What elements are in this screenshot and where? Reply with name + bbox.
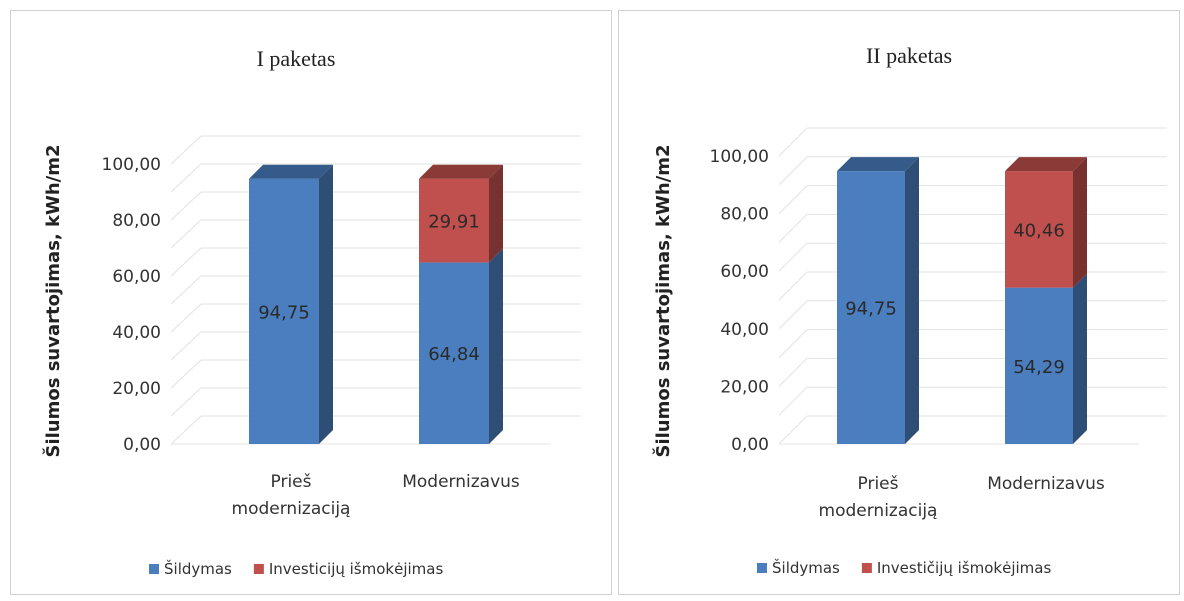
- gridline-side: [778, 242, 808, 272]
- gridline-side: [778, 329, 808, 358]
- chart-title: II paketas: [866, 43, 952, 68]
- y-tick-label: 60,00: [720, 262, 769, 282]
- chart-1-svg: I paketas Šilumos suvartojimas, kWh/m2 0,0…: [42, 46, 581, 578]
- x-category-label: Prieš modernizaciją: [232, 472, 351, 519]
- chart-title: I paketas: [257, 46, 336, 71]
- gridline-side: [778, 214, 808, 243]
- bar-front: [419, 178, 489, 263]
- legend-label: Investičijų išmokėjimas: [877, 559, 1052, 577]
- gridline-side: [778, 300, 808, 330]
- gridline-side: [170, 415, 202, 445]
- legend-swatch: [253, 564, 264, 574]
- y-tick-label: 40,00: [112, 323, 161, 343]
- gridline-side: [170, 163, 202, 193]
- gridline-side: [170, 359, 202, 389]
- bar-side: [489, 164, 503, 263]
- data-label: 54,29: [1013, 357, 1065, 378]
- bar-2-investiciju: [419, 164, 503, 263]
- bar-front: [1005, 171, 1073, 288]
- bar-front: [837, 171, 905, 444]
- legend: Šildymas Investičijų išmokėjimas: [757, 558, 1051, 577]
- chart-2-svg: II paketas Šilumos suvartojimas, kWh/m2 0,…: [652, 43, 1167, 577]
- x-category-label: Modernizavus: [402, 472, 520, 492]
- y-tick-label: 100,00: [710, 147, 769, 167]
- x-category-label: Modernizavus: [987, 474, 1105, 494]
- data-label: 94,75: [845, 299, 897, 320]
- y-tick-label: 0,00: [731, 435, 769, 455]
- gridline-side: [170, 135, 202, 165]
- gridlines: [170, 135, 581, 445]
- data-label: 64,84: [428, 344, 480, 365]
- gridline-side: [778, 156, 808, 186]
- bar-2-sildymas: [1005, 273, 1087, 444]
- bar-1-sildymas: [249, 164, 333, 444]
- bar-2-sildymas: [419, 248, 503, 444]
- y-tick-label: 80,00: [720, 205, 769, 225]
- y-tick-label: 0,00: [123, 435, 161, 455]
- y-axis-label: Šilumos suvartojimas, kWh/m2: [652, 144, 674, 457]
- y-axis-label: Šilumos suvartojimas, kWh/m2: [42, 144, 64, 457]
- x-category-label: Prieš modernizaciją: [819, 474, 938, 521]
- y-tick-label: 100,00: [102, 155, 161, 175]
- y-tick-label: 20,00: [112, 379, 161, 399]
- gridline-side: [778, 358, 808, 387]
- bar-side: [1073, 273, 1087, 444]
- bar-top: [837, 157, 919, 172]
- gridline-side: [170, 219, 202, 249]
- bar-side: [489, 248, 503, 444]
- data-label: 29,91: [428, 212, 480, 233]
- y-tick-label: 40,00: [720, 320, 769, 340]
- gridline-side: [170, 387, 202, 417]
- legend: Šildymas Investicijų išmokėjimas: [149, 559, 443, 578]
- data-label: 40,46: [1013, 220, 1065, 241]
- bar-top: [1005, 157, 1087, 172]
- data-label: 94,75: [258, 302, 310, 323]
- gridline-side: [778, 127, 808, 157]
- gridline-side: [778, 415, 808, 445]
- chart-panel-2: II paketas Šilumos suvartojimas, kWh/m2 0,…: [618, 10, 1180, 595]
- bar-1-sildymas: [837, 157, 919, 444]
- legend-swatch: [757, 563, 767, 573]
- bar-front: [1005, 287, 1073, 444]
- y-tick-label: 80,00: [112, 211, 161, 231]
- bar-front: [419, 262, 489, 444]
- y-tick-label: 20,00: [720, 377, 769, 397]
- bar-2-investiciju: [1005, 157, 1087, 288]
- gridline-side: [170, 247, 202, 277]
- y-tick-label: 60,00: [112, 267, 161, 287]
- bar-side: [319, 164, 333, 444]
- legend-swatch: [149, 564, 159, 574]
- gridline-side: [778, 386, 808, 416]
- gridline-side: [170, 331, 202, 361]
- gridline-side: [170, 191, 202, 221]
- legend-label: Investicijų išmokėjimas: [269, 560, 444, 578]
- bar-top: [419, 164, 503, 179]
- chart-panel-1: I paketas Šilumos suvartojimas, kWh/m2 0,0…: [10, 10, 612, 595]
- bar-side: [905, 157, 919, 444]
- gridline-side: [170, 275, 202, 305]
- legend-label: Šildymas: [772, 558, 840, 577]
- bar-front: [249, 178, 319, 444]
- gridline-side: [778, 271, 808, 301]
- legend-swatch: [861, 563, 872, 573]
- legend-label: Šildymas: [164, 559, 232, 578]
- gridline-side: [170, 303, 202, 333]
- bar-side: [1073, 157, 1087, 288]
- gridline-side: [778, 185, 808, 214]
- bar-top: [249, 164, 333, 179]
